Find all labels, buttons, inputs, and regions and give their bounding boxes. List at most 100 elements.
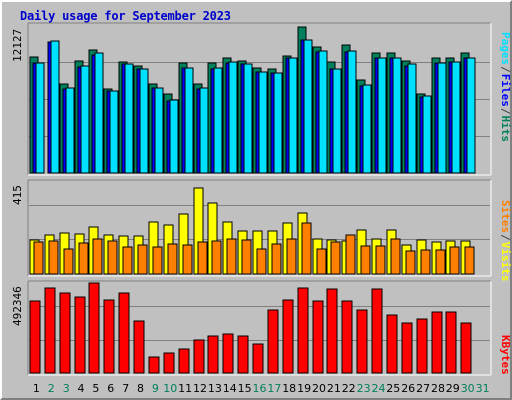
kbytes-bar — [252, 343, 264, 374]
pages-bar — [50, 40, 60, 174]
pages-bar — [258, 71, 268, 174]
sites-bar — [241, 239, 252, 275]
pages-bar — [124, 63, 134, 174]
day-label: 15 — [238, 382, 252, 395]
day-label: 8 — [137, 382, 144, 395]
kbytes-bar — [193, 339, 205, 374]
day-label: 25 — [386, 382, 400, 395]
kbytes-bar — [356, 309, 368, 374]
pages-bar — [407, 63, 417, 174]
page-title: Daily usage for September 2023 — [20, 9, 231, 23]
sites-bar — [330, 241, 341, 275]
day-label: 7 — [122, 382, 129, 395]
pages-bar — [65, 87, 75, 174]
pages-bar — [437, 62, 447, 174]
kbytes-bar — [326, 288, 338, 374]
day-label: 18 — [282, 382, 296, 395]
kbytes-bar — [282, 299, 294, 374]
kbytes-bar — [74, 296, 86, 374]
pages-bar — [303, 39, 313, 174]
day-label: 20 — [312, 382, 326, 395]
sites-bar — [122, 246, 133, 275]
pages-bar — [243, 63, 253, 174]
day-label: 9 — [152, 382, 159, 395]
sites-bar — [360, 245, 371, 275]
day-label: 19 — [297, 382, 311, 395]
sites-bar — [137, 244, 148, 275]
sites-bar — [464, 246, 475, 275]
day-label: 28 — [431, 382, 445, 395]
day-label: 6 — [107, 382, 114, 395]
sites-bar — [420, 249, 431, 275]
pages-bar — [199, 87, 209, 174]
kbytes-bar — [88, 282, 100, 374]
pages-bar — [288, 57, 298, 174]
sites-bar — [405, 250, 416, 275]
sites-bar — [78, 242, 89, 275]
kbytes-bar — [431, 311, 443, 374]
kbytes-bar — [118, 292, 130, 374]
sites-bar — [256, 248, 267, 275]
pages-bar — [466, 57, 476, 174]
kbytes-bar — [148, 356, 160, 374]
day-label: 27 — [416, 382, 430, 395]
pages-bar — [154, 87, 164, 174]
day-label: 11 — [178, 382, 192, 395]
day-label: 17 — [267, 382, 281, 395]
pages-bar — [184, 67, 194, 174]
pages-bar — [377, 57, 387, 174]
kbytes-bar — [59, 292, 71, 374]
kbytes-bar — [371, 288, 383, 374]
kbytes-bar — [416, 318, 428, 374]
sites-bar — [197, 241, 208, 275]
day-label: 12 — [193, 382, 207, 395]
day-label: 21 — [327, 382, 341, 395]
pages-bar — [169, 99, 179, 174]
sites-bar — [182, 244, 193, 275]
kbytes-bar — [44, 287, 56, 374]
day-label: 23 — [357, 382, 371, 395]
pages-bar — [35, 62, 45, 174]
sites-bar — [345, 234, 356, 275]
pages-bar — [109, 90, 119, 174]
sites-bar — [167, 243, 178, 275]
sites-bar — [92, 238, 103, 275]
day-label: 30 — [461, 382, 475, 395]
sites-bar — [107, 240, 118, 275]
pages-bar — [362, 84, 372, 174]
day-label: 5 — [92, 382, 99, 395]
sites-bar — [316, 248, 327, 275]
sites-bar — [271, 243, 282, 275]
day-label: 10 — [163, 382, 177, 395]
pages-bar — [451, 61, 461, 174]
day-label: 29 — [446, 382, 460, 395]
sites-bar — [63, 248, 74, 275]
day-label: 14 — [223, 382, 237, 395]
day-label: 13 — [208, 382, 222, 395]
pages-bar — [228, 61, 238, 174]
pages-bar — [80, 65, 90, 174]
day-label: 31 — [476, 382, 490, 395]
pages-bar — [318, 50, 328, 174]
day-label: 24 — [372, 382, 386, 395]
day-label: 3 — [63, 382, 70, 395]
sites-bar — [152, 246, 163, 275]
kbytes-bar — [312, 300, 324, 374]
sites-bar — [33, 241, 44, 275]
kbytes-bar — [297, 287, 309, 374]
day-label: 4 — [78, 382, 85, 395]
kbytes-bar — [29, 300, 41, 374]
kbytes-bar — [460, 322, 472, 374]
day-label: 26 — [401, 382, 415, 395]
pages-bar — [273, 72, 283, 174]
kbytes-bar — [207, 335, 219, 374]
sites-bar — [48, 240, 59, 275]
pages-bar — [139, 68, 149, 174]
kbytes-bar — [237, 335, 249, 374]
day-label: 2 — [48, 382, 55, 395]
sites-bar — [435, 249, 446, 275]
sites-bar — [449, 246, 460, 275]
sites-bar — [375, 245, 386, 275]
kbytes-bar — [267, 309, 279, 374]
